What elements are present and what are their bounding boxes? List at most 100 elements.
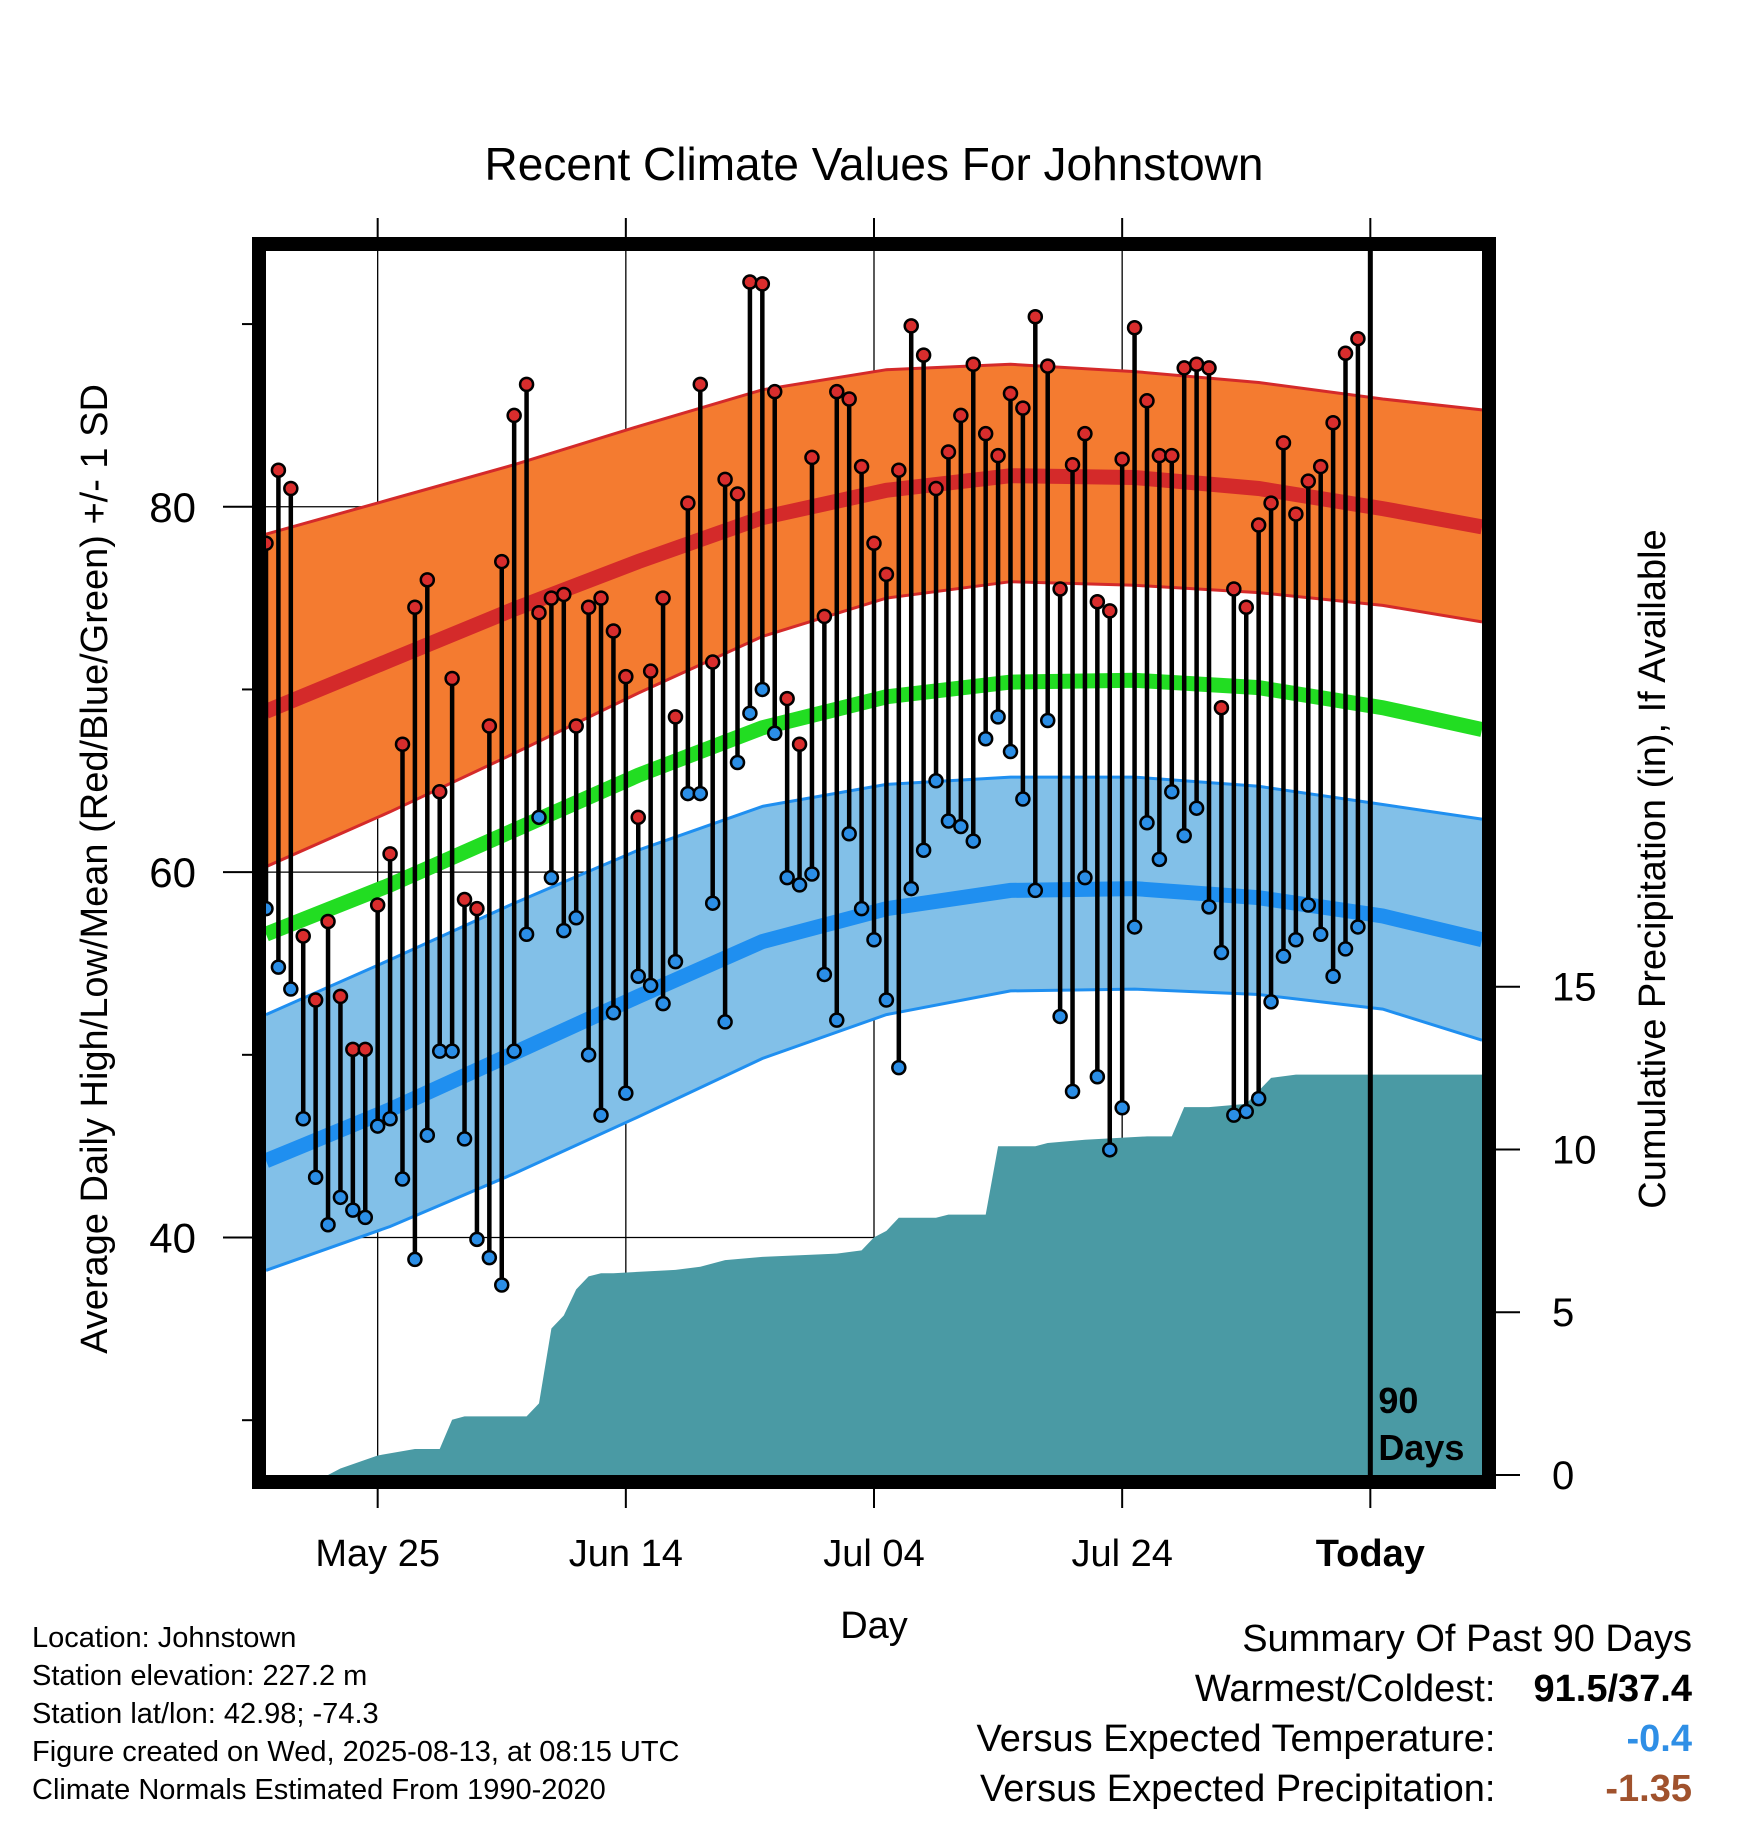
- high-point: [332, 988, 349, 1005]
- low-point: [853, 900, 870, 917]
- high-point: [1337, 345, 1354, 362]
- today-label-line: 90: [1378, 1380, 1418, 1421]
- low-point: [965, 833, 982, 849]
- high-point: [270, 462, 287, 478]
- low-point: [766, 725, 783, 742]
- high-point: [766, 383, 783, 400]
- y2-tick-label: 5: [1552, 1291, 1574, 1335]
- low-point: [1102, 1142, 1118, 1158]
- high-point: [1263, 495, 1279, 511]
- low-point: [692, 785, 709, 802]
- low-point: [345, 1202, 361, 1218]
- low-point: [1077, 869, 1093, 886]
- high-point: [444, 670, 460, 687]
- low-point: [1312, 926, 1329, 942]
- high-point: [419, 572, 436, 588]
- high-point: [1213, 699, 1230, 716]
- high-point: [481, 718, 498, 734]
- high-point: [1151, 447, 1168, 464]
- low-point: [618, 1085, 634, 1101]
- low-point: [1089, 1068, 1106, 1085]
- high-point: [295, 928, 311, 944]
- low-point: [419, 1127, 436, 1143]
- low-point: [518, 926, 535, 942]
- low-point: [556, 922, 572, 939]
- high-point: [1164, 447, 1180, 464]
- high-point: [1015, 400, 1031, 416]
- low-point: [729, 754, 746, 771]
- high-point: [1226, 581, 1242, 597]
- low-point: [407, 1251, 423, 1268]
- high-point: [1201, 360, 1217, 376]
- high-point: [717, 471, 733, 488]
- high-point: [692, 376, 709, 393]
- y-tick-label: 60: [149, 849, 196, 896]
- high-point: [1176, 360, 1192, 376]
- low-band-lower-edge: [266, 987, 1482, 1272]
- high-point: [953, 407, 969, 424]
- high-point: [518, 376, 535, 393]
- high-point: [320, 913, 336, 930]
- low-point: [928, 773, 944, 789]
- high-point: [742, 274, 758, 290]
- high-point: [543, 590, 560, 606]
- high-point: [853, 458, 870, 475]
- high-point: [630, 809, 646, 826]
- high-point: [1126, 319, 1143, 336]
- cumulative-precipitation-area: [266, 1074, 1482, 1475]
- x-tick-label: Jul 24: [1071, 1533, 1172, 1575]
- info-latlon: Station lat/lon: 42.98; -74.3: [32, 1698, 379, 1730]
- low-point: [667, 953, 684, 970]
- high-point: [456, 891, 473, 908]
- low-point: [1263, 994, 1279, 1010]
- high-point: [704, 654, 721, 670]
- low-point: [1337, 941, 1354, 957]
- low-point: [1350, 919, 1366, 935]
- high-point: [1027, 309, 1044, 325]
- y-axis-label: Average Daily High/Low/Mean (Red/Blue/Gr…: [74, 384, 116, 1354]
- low-point: [593, 1107, 609, 1123]
- low-point: [531, 809, 547, 826]
- y-tick-label: 40: [149, 1215, 196, 1262]
- high-point: [407, 599, 423, 615]
- warmest-label: Warmest/Coldest:: [1194, 1668, 1496, 1710]
- low-point: [1288, 931, 1304, 948]
- high-point: [1300, 473, 1317, 489]
- high-point: [940, 444, 957, 460]
- low-point: [369, 1118, 386, 1134]
- precip-label: Versus Expected Precipitation:: [980, 1768, 1496, 1810]
- low-point: [878, 992, 895, 1008]
- precip-value: -1.35: [1605, 1768, 1692, 1810]
- low-point: [382, 1111, 398, 1127]
- low-point: [270, 959, 287, 975]
- observed-low-points: [266, 681, 1366, 1293]
- high-point: [903, 318, 919, 334]
- low-point: [1238, 1103, 1254, 1120]
- info-location: Location: Johnstown: [32, 1622, 297, 1654]
- low-point: [717, 1014, 733, 1030]
- low-point: [266, 900, 274, 917]
- high-point: [506, 407, 522, 424]
- high-point: [1288, 506, 1304, 522]
- high-point: [1139, 393, 1155, 409]
- high-point: [829, 383, 845, 400]
- summary-title: Summary Of Past 90 Days: [1242, 1618, 1692, 1660]
- station-info: Location: Johnstown Station elevation: 2…: [32, 1619, 680, 1809]
- low-point: [1250, 1090, 1267, 1107]
- low-point: [841, 826, 857, 842]
- low-point: [580, 1047, 597, 1063]
- high-point: [531, 604, 547, 621]
- high-point: [667, 709, 684, 725]
- low-point: [1226, 1107, 1242, 1123]
- high-point: [357, 1041, 374, 1058]
- low-point: [1064, 1083, 1081, 1100]
- x-tick-label: Today: [1316, 1533, 1425, 1575]
- today-label-line: Days: [1378, 1427, 1464, 1468]
- high-point: [1077, 425, 1093, 442]
- low-point: [1275, 948, 1292, 964]
- low-point: [891, 1059, 907, 1076]
- high-point: [369, 897, 386, 913]
- high-point: [1039, 358, 1056, 374]
- high-point: [680, 495, 696, 511]
